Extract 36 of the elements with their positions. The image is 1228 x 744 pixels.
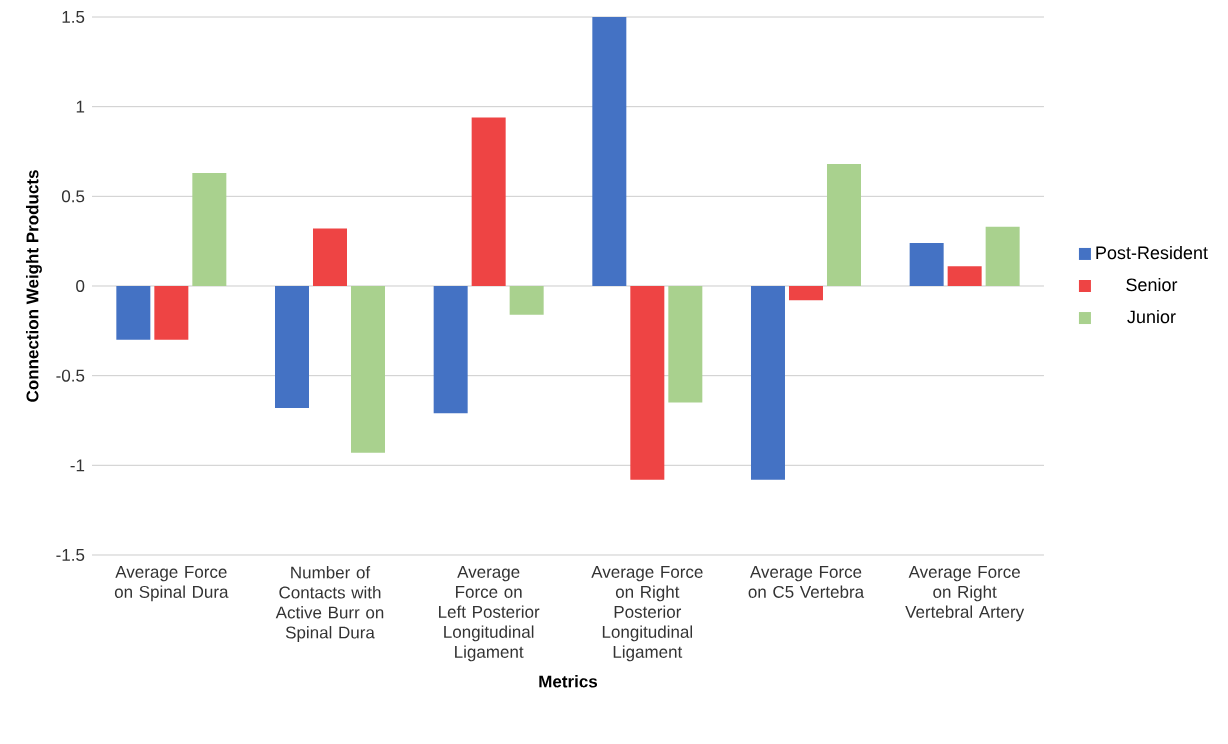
y-tick-label: 0 xyxy=(76,279,85,292)
legend-label: Junior xyxy=(1127,310,1176,324)
bar xyxy=(433,285,468,414)
bar xyxy=(192,173,227,286)
bar xyxy=(116,285,151,340)
y-axis-title: Connection Weight Products xyxy=(25,170,42,402)
bar xyxy=(313,228,347,286)
bar xyxy=(909,242,944,286)
x-tick-label: Average Force on C5 Vertebra xyxy=(748,566,865,598)
x-tick-label: Average Force on Left Posterior Longitudinal Ligament xyxy=(439,566,540,662)
legend-label: Senior xyxy=(1126,277,1178,292)
bar xyxy=(351,285,385,453)
bar xyxy=(630,285,665,480)
bar xyxy=(509,285,544,315)
x-tick-label: Average Force on Right Posterior Longitudinal Ligament xyxy=(591,566,703,662)
y-tick-label: -1.5 xyxy=(56,549,85,561)
x-tick-label: Average Force on Right Vertebral Artery xyxy=(905,566,1025,622)
bar xyxy=(471,117,506,286)
y-tick-label: 1.5 xyxy=(62,11,85,23)
bar xyxy=(750,285,785,480)
bar xyxy=(154,285,189,340)
x-axis-title: Metrics xyxy=(539,675,598,688)
y-tick-label: -1 xyxy=(70,459,85,472)
legend-label: Post-Resident xyxy=(1096,245,1208,260)
bar xyxy=(947,266,982,286)
x-tick-label: Number of Contacts with Active Burr on Spinal Dura xyxy=(275,566,384,642)
bar xyxy=(592,17,627,286)
bar xyxy=(826,164,861,286)
y-tick-label: 1 xyxy=(76,100,85,113)
bar xyxy=(275,285,309,408)
bar xyxy=(985,226,1020,286)
y-tick-label: 0.5 xyxy=(61,190,85,203)
y-tick-label: -0.5 xyxy=(56,369,85,382)
bar xyxy=(788,285,823,301)
x-tick-label: Average Force on Spinal Dura xyxy=(114,566,229,602)
bar xyxy=(668,285,703,403)
